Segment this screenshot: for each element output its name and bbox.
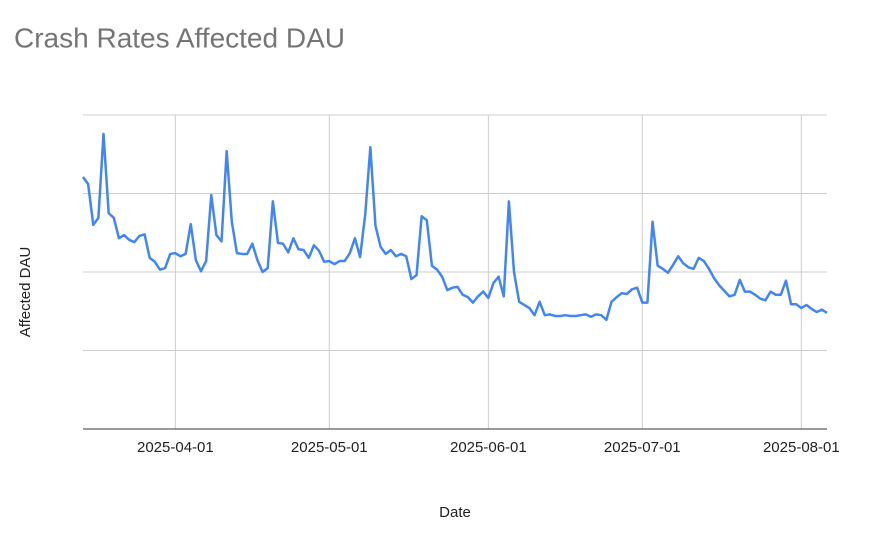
x-tick-label: 2025-04-01: [137, 439, 214, 456]
x-tick-label: 2025-06-01: [450, 439, 527, 456]
y-axis-label: Affected DAU: [17, 247, 34, 338]
x-axis-label: Date: [439, 504, 471, 521]
chart-title: Crash Rates Affected DAU: [14, 22, 345, 53]
data-line: [81, 132, 828, 322]
x-tick-label: 2025-08-01: [763, 439, 840, 456]
x-tick-label: 2025-05-01: [291, 439, 368, 456]
x-tick-label: 2025-07-01: [604, 439, 681, 456]
